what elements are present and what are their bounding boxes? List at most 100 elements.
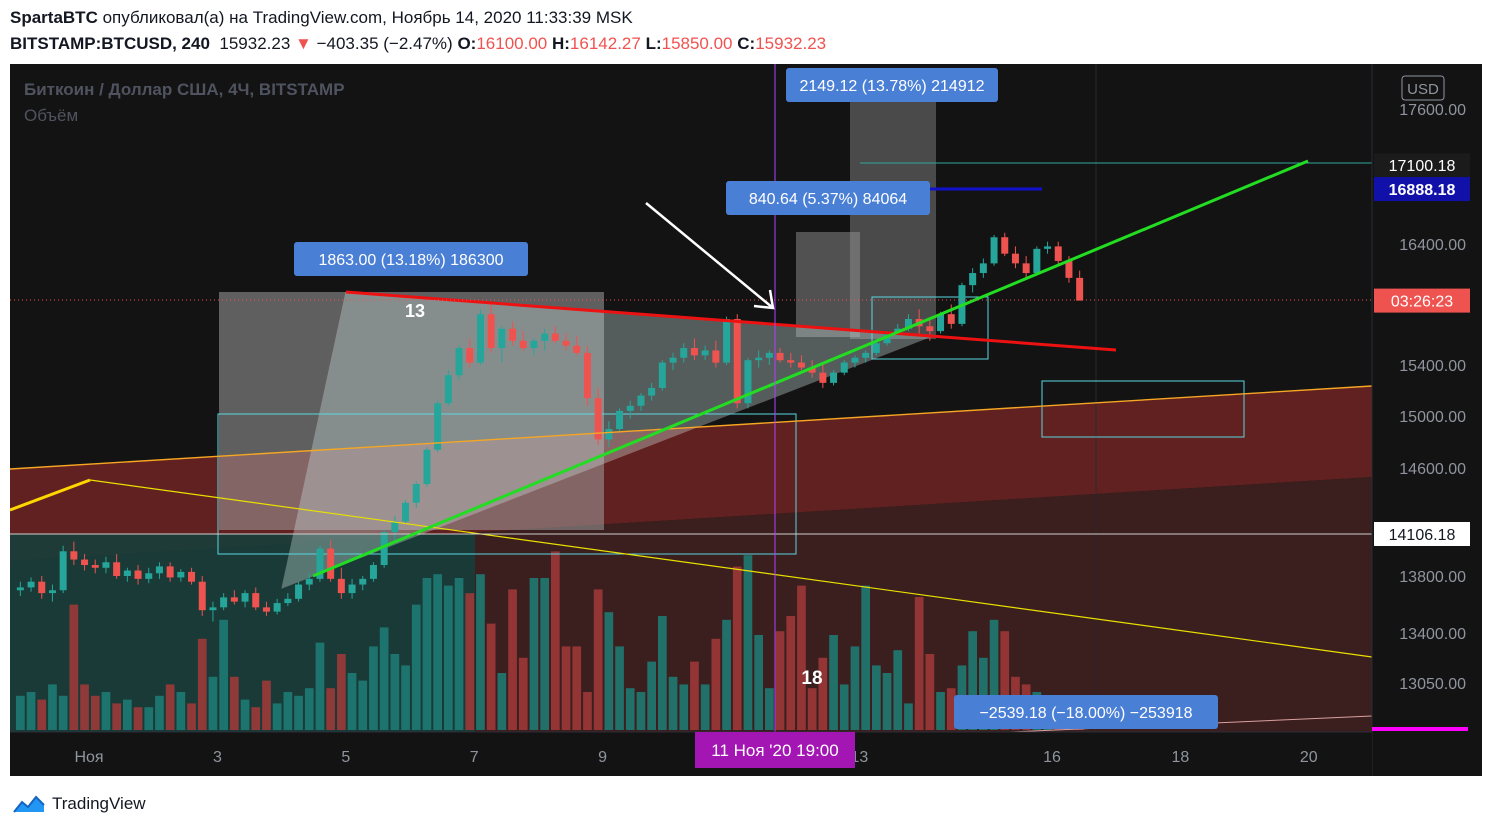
candle-body — [808, 367, 816, 373]
candle-body — [59, 551, 67, 591]
candle-body — [680, 348, 688, 358]
y-tick-label: 16400.00 — [1399, 237, 1466, 254]
candle-body — [273, 603, 281, 612]
volume-bar — [80, 684, 89, 730]
candle-body — [123, 570, 131, 576]
currency-button[interactable]: USD — [1401, 75, 1445, 101]
volume-bar — [775, 631, 785, 730]
volume-bar — [90, 695, 100, 730]
high-value: 16142.27 — [569, 34, 641, 53]
candle-body — [348, 584, 356, 594]
candle-body — [498, 328, 506, 349]
volume-bar — [358, 680, 368, 730]
yellow-trend-line — [89, 479, 1373, 658]
candle-body — [947, 314, 955, 324]
crosshair-time-label: 11 Ноя '20 19:00 — [695, 732, 855, 768]
high-label: H: — [551, 34, 570, 53]
chart-canvas[interactable]: 13 18 2149.12 (13.78%) 214912 840.64 (5.37%… — [10, 64, 1482, 776]
candle-body — [145, 573, 153, 579]
volume-bar — [390, 654, 400, 730]
volume-bar — [968, 631, 977, 730]
volume-bar — [904, 703, 913, 730]
candle-body — [658, 362, 666, 388]
measure-label-text: 1863.00 (13.18%) 186300 — [318, 252, 503, 269]
candle-body — [990, 237, 998, 264]
volume-bar — [914, 597, 924, 730]
volume-bar — [240, 699, 250, 730]
candle-body — [252, 593, 260, 608]
measure-box-left — [219, 292, 604, 530]
volume-bar — [647, 661, 656, 730]
volume-bar — [444, 585, 453, 730]
x-tick-label: 9 — [598, 749, 607, 766]
candle-body — [551, 333, 559, 341]
candle-body — [402, 502, 410, 522]
footer-brand[interactable]: TradingView — [12, 792, 146, 816]
candle-body — [1001, 237, 1009, 254]
measure-label: 2149.12 (13.78%) 214912 — [786, 68, 998, 102]
volume-bar — [347, 673, 357, 730]
candle-body — [583, 352, 591, 399]
arrow-head-icon — [753, 289, 775, 310]
volume-bar — [208, 676, 218, 730]
open-value: 16100.00 — [476, 34, 548, 53]
candle-body — [819, 372, 827, 383]
candle-body — [626, 405, 634, 411]
measure-label-bg — [294, 242, 528, 276]
volume-bar — [936, 692, 945, 730]
candle-body — [830, 372, 838, 383]
volume-bar — [101, 692, 111, 730]
candle-body — [755, 357, 763, 361]
volume-bar — [700, 684, 710, 730]
green-support-line — [312, 159, 1309, 578]
annotation-18: 18 — [801, 668, 822, 689]
measure-box-right — [850, 94, 936, 339]
volume-bar — [1000, 631, 1010, 730]
candle-body — [91, 565, 99, 568]
volume-bar — [625, 688, 635, 730]
candle-body — [262, 607, 270, 612]
volume-bar — [401, 665, 410, 730]
candle-body — [81, 559, 89, 566]
candle-body — [444, 375, 452, 404]
candle-body — [883, 333, 891, 344]
measure-label: 840.64 (5.37%) 84064 — [726, 181, 930, 215]
volume-bar — [690, 661, 699, 730]
volume-bar — [155, 695, 164, 730]
candle-body — [733, 319, 741, 404]
volume-bar — [743, 555, 753, 730]
measure-label: 1863.00 (13.18%) 186300 — [294, 242, 528, 276]
author-name[interactable]: SpartaBTC — [10, 8, 98, 27]
candle-body — [519, 340, 527, 349]
volume-bar — [807, 688, 817, 730]
arrow-shaft — [645, 202, 774, 309]
price-badge: 14106.18 — [1374, 522, 1470, 546]
price-badge-bg — [1374, 153, 1470, 178]
candle-body — [605, 429, 613, 440]
candle-body — [476, 314, 484, 363]
candle-body — [155, 566, 163, 574]
candle-body — [1044, 246, 1052, 249]
candle-body — [573, 345, 581, 353]
open-label: O: — [457, 34, 477, 53]
volume-bar — [882, 673, 892, 730]
volume-bar — [187, 703, 196, 730]
candle-body — [723, 319, 731, 363]
volume-bar — [58, 695, 68, 730]
last-price: 15932.23 — [219, 34, 291, 53]
candle-body — [904, 319, 912, 329]
volume-bar — [711, 638, 721, 730]
cyan-box-large — [217, 413, 797, 555]
low-label: L: — [645, 34, 662, 53]
close-label: C: — [737, 34, 756, 53]
price-badge-bg — [1374, 177, 1470, 202]
volume-bar — [486, 623, 496, 730]
y-tick-label: 15000.00 — [1399, 409, 1466, 426]
candle-body — [305, 578, 313, 585]
volume-bar — [144, 707, 154, 730]
chart-legend-volume: Объём — [24, 106, 79, 125]
candle-body — [369, 565, 377, 579]
volume-bar — [722, 619, 731, 730]
measure-box-mid — [796, 232, 860, 337]
candle-body — [969, 273, 977, 286]
